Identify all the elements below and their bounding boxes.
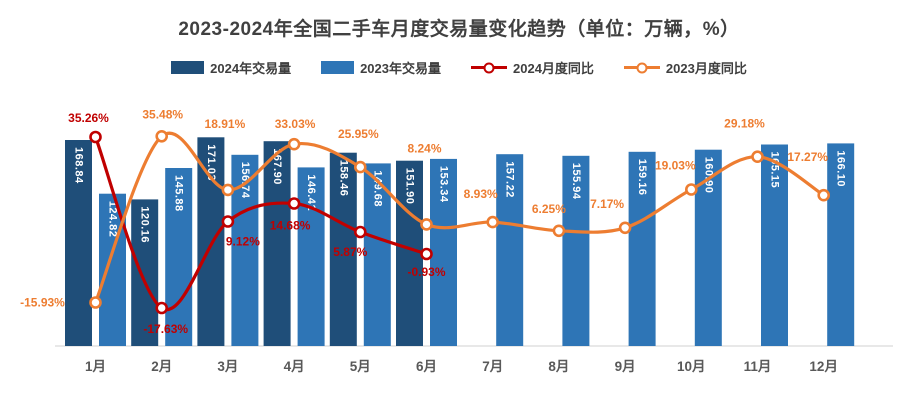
legend-swatch-2023-yoy: [623, 65, 660, 70]
marker-2024月度同比-5月: [353, 225, 367, 239]
bar-2023年交易量-11月: [761, 144, 788, 346]
point-label-2023月度同比-10月: 19.03%: [655, 159, 696, 173]
bar-value-label: 146.41: [305, 174, 317, 211]
x-axis-label-10月: 10月: [677, 359, 706, 374]
marker-2024月度同比-3月: [221, 215, 235, 228]
marker-2023月度同比-11月: [751, 150, 764, 163]
point-label-2023月度同比-2月: 35.48%: [142, 107, 183, 121]
legend-item-2024-yoy: 2024月度同比: [471, 58, 594, 77]
x-axis-label-11月: 11月: [744, 359, 772, 374]
legend-label: 2023月度同比: [665, 61, 747, 76]
x-axis-label-6月: 6月: [416, 359, 437, 374]
bar-2023年交易量-3月: [231, 154, 259, 346]
bar-value-label: 145.88: [173, 175, 185, 212]
x-axis-label-12月: 12月: [809, 359, 838, 374]
x-axis-label-7月: 7月: [482, 359, 503, 374]
point-label-2023月度同比-11月: 29.18%: [724, 117, 765, 131]
legend-label: 2024月度同比: [513, 61, 594, 76]
legend: 2024年交易量 2023年交易量 2024月度同比 2023月度同比: [0, 58, 918, 77]
marker-2023月度同比-2月: [155, 130, 168, 143]
bar-value-label: 151.90: [404, 168, 416, 205]
bar-2024年交易量-6月: [396, 160, 423, 346]
bar-value-label: 124.82: [107, 201, 119, 238]
legend-swatch-2023-volume: [321, 61, 355, 74]
point-label-2023月度同比-6月: 8.24%: [407, 141, 441, 155]
marker-2023月度同比-9月: [618, 221, 632, 235]
x-axis-label-2月: 2月: [151, 359, 172, 374]
bar-2023年交易量-7月: [496, 154, 524, 346]
marker-2023月度同比-5月: [353, 160, 367, 174]
bar-2024年交易量-4月: [263, 141, 291, 346]
bar-2024年交易量-1月: [65, 140, 92, 346]
bar-2023年交易量-5月: [363, 163, 391, 346]
point-label-2024月度同比-2月: -17.63%: [143, 322, 188, 336]
bar-value-label: 157.22: [504, 161, 516, 198]
bar-2023年交易量-8月: [562, 155, 590, 346]
marker-2023月度同比-7月: [486, 215, 500, 229]
bar-2023年交易量-10月: [694, 149, 722, 346]
bar-value-label: 166.10: [835, 150, 847, 187]
marker-2023月度同比-1月: [89, 296, 102, 309]
marker-2023月度同比-6月: [420, 218, 433, 231]
point-label-2023月度同比-9月: 7.17%: [590, 197, 624, 211]
marker-2023月度同比-8月: [552, 224, 566, 238]
marker-2024月度同比-4月: [287, 197, 301, 210]
point-label-2023月度同比-1月: -15.93%: [20, 296, 65, 310]
bar-value-label: 156.74: [239, 162, 251, 199]
legend-swatch-2024-yoy: [471, 65, 507, 70]
legend-swatch-2024-volume: [171, 61, 205, 74]
point-label-2024月度同比-6月: -0.93%: [407, 265, 445, 279]
point-label-2023月度同比-7月: 8.93%: [464, 187, 498, 201]
chart-title: 2023-2024年全国二手车月度交易量变化趋势（单位：万辆，%）: [178, 19, 740, 40]
bar-value-label: 168.84: [73, 147, 85, 184]
bar-2024年交易量-3月: [197, 137, 225, 346]
legend-item-2023-volume: 2023年交易量: [321, 58, 441, 77]
x-axis-label-5月: 5月: [350, 359, 371, 374]
bar-2023年交易量-12月: [827, 143, 855, 346]
x-axis-label-9月: 9月: [615, 359, 636, 374]
point-label-2024月度同比-1月: 35.26%: [68, 111, 109, 125]
bar-2024年交易量-2月: [131, 199, 159, 346]
point-label-2024月度同比-5月: 5.87%: [333, 245, 367, 259]
bar-2023年交易量-2月: [165, 168, 193, 346]
point-label-2023月度同比-12月: 17.27%: [787, 150, 828, 164]
marker-2023月度同比-12月: [817, 188, 831, 202]
marker-2024月度同比-1月: [89, 130, 102, 144]
legend-label: 2024年交易量: [210, 61, 292, 76]
bar-value-label: 153.34: [438, 166, 450, 203]
point-label-2024月度同比-4月: 14.68%: [270, 219, 311, 233]
marker-2024月度同比-2月: [155, 301, 168, 315]
point-label-2023月度同比-5月: 25.95%: [338, 127, 379, 141]
legend-label: 2023年交易量: [360, 61, 441, 76]
marker-2024月度同比-6月: [420, 247, 433, 261]
x-axis-label-3月: 3月: [217, 359, 238, 374]
bar-value-label: 160.90: [702, 157, 714, 194]
bar-value-label: 158.46: [337, 160, 349, 197]
point-label-2023月度同比-3月: 18.91%: [205, 117, 246, 131]
bar-value-label: 120.16: [139, 206, 151, 243]
bar-value-label: 165.15: [769, 152, 781, 189]
legend-item-2024-volume: 2024年交易量: [171, 58, 291, 77]
bar-2023年交易量-4月: [297, 167, 325, 346]
point-label-2024月度同比-3月: 9.12%: [226, 235, 260, 249]
bar-value-label: 155.94: [570, 163, 582, 200]
legend-item-2023-yoy: 2023月度同比: [623, 58, 747, 77]
x-axis-label-8月: 8月: [548, 359, 569, 374]
point-label-2023月度同比-8月: 6.25%: [532, 202, 566, 216]
x-axis-label-4月: 4月: [284, 359, 305, 374]
bar-2023年交易量-6月: [430, 158, 457, 346]
bar-2024年交易量-5月: [329, 152, 357, 346]
point-label-2023月度同比-4月: 33.03%: [275, 117, 316, 131]
x-axis-label-1月: 1月: [85, 359, 106, 374]
bar-2023年交易量-9月: [628, 151, 656, 346]
marker-2023月度同比-10月: [684, 183, 698, 196]
bar-value-label: 159.16: [636, 159, 648, 196]
marker-2023月度同比-3月: [221, 183, 235, 197]
marker-2023月度同比-4月: [287, 137, 301, 151]
